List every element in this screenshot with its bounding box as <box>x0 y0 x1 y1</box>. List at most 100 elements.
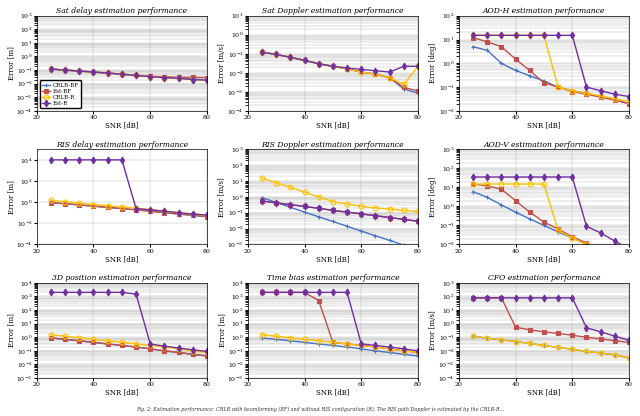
Line: CRLB-R: CRLB-R <box>470 334 632 360</box>
Est-R <box>554 33 562 38</box>
Est-BF <box>343 67 351 72</box>
Est-R <box>526 174 534 179</box>
CRLB-R <box>386 75 394 80</box>
Est-R <box>161 344 168 349</box>
Est-BF <box>372 72 380 77</box>
CRLB-BF <box>272 200 280 205</box>
CRLB-R <box>554 84 562 89</box>
CRLB-BF <box>469 189 477 194</box>
Est-BF <box>132 344 140 349</box>
CRLB-R <box>568 235 576 240</box>
CRLB-BF <box>611 252 619 257</box>
CRLB-R <box>287 335 294 340</box>
CRLB-R <box>90 202 97 207</box>
Line: CRLB-BF: CRLB-BF <box>49 335 209 359</box>
CRLB-BF <box>329 343 337 348</box>
CRLB-BF <box>414 91 422 96</box>
Line: CRLB-BF: CRLB-BF <box>49 67 209 82</box>
CRLB-BF <box>400 87 408 92</box>
CRLB-R <box>329 340 337 345</box>
Est-BF <box>329 340 337 345</box>
CRLB-BF <box>582 91 590 96</box>
Est-R <box>175 210 182 215</box>
Est-R <box>414 64 422 69</box>
CRLB-BF <box>414 354 422 359</box>
Est-BF <box>372 344 380 349</box>
CRLB-R <box>414 64 422 69</box>
Est-R <box>90 157 97 162</box>
Est-R <box>400 64 408 69</box>
Est-BF <box>104 205 111 210</box>
Est-BF <box>90 69 97 74</box>
Est-BF <box>189 213 196 218</box>
Line: CRLB-R: CRLB-R <box>49 198 209 218</box>
CRLB-R <box>386 347 394 352</box>
CRLB-BF <box>301 58 308 63</box>
CRLB-R <box>132 206 140 211</box>
Est-BF <box>414 89 422 94</box>
CRLB-R <box>469 334 477 339</box>
Line: CRLB-R: CRLB-R <box>259 176 420 214</box>
CRLB-R <box>203 213 211 218</box>
CRLB-R <box>329 64 337 69</box>
Est-BF <box>175 350 182 355</box>
CRLB-R <box>414 209 422 214</box>
Est-R <box>132 206 140 211</box>
CRLB-R <box>147 74 154 79</box>
CRLB-R <box>597 94 605 99</box>
CRLB-R <box>132 342 140 347</box>
Line: Est-R: Est-R <box>259 290 420 353</box>
CRLB-R <box>497 337 505 342</box>
CRLB-R <box>512 181 520 186</box>
CRLB-R <box>372 206 380 210</box>
Est-BF <box>272 52 280 57</box>
CRLB-BF <box>512 68 520 73</box>
CRLB-BF <box>568 235 576 240</box>
CRLB-R <box>104 71 111 76</box>
CRLB-R <box>582 242 590 247</box>
Est-BF <box>357 69 365 74</box>
Est-BF <box>526 327 534 332</box>
CRLB-BF <box>175 350 182 355</box>
CRLB-BF <box>526 73 534 78</box>
Est-BF <box>315 206 323 211</box>
Est-BF <box>175 75 182 80</box>
CRLB-R <box>597 248 605 253</box>
CRLB-R <box>287 185 294 190</box>
X-axis label: SNR [dB]: SNR [dB] <box>105 389 139 396</box>
Est-BF <box>526 68 534 73</box>
Est-R <box>258 290 266 295</box>
Est-R <box>301 204 308 209</box>
Est-R <box>568 295 576 300</box>
CRLB-R <box>90 337 97 342</box>
Est-R <box>372 343 380 348</box>
CRLB-R <box>61 334 69 339</box>
Est-BF <box>147 209 154 214</box>
CRLB-BF <box>329 64 337 69</box>
CRLB-R <box>189 77 196 82</box>
CRLB-R <box>526 33 534 38</box>
CRLB-BF <box>189 352 196 357</box>
Est-R <box>597 329 605 334</box>
CRLB-R <box>118 205 125 210</box>
Est-R <box>469 33 477 38</box>
Est-R <box>512 33 520 38</box>
X-axis label: SNR [dB]: SNR [dB] <box>105 255 139 263</box>
CRLB-BF <box>526 216 534 221</box>
CRLB-BF <box>526 341 534 346</box>
Est-R <box>343 65 351 70</box>
CRLB-R <box>372 72 380 77</box>
CRLB-BF <box>104 342 111 347</box>
Est-BF <box>161 210 168 215</box>
CRLB-R <box>469 181 477 186</box>
Line: CRLB-R: CRLB-R <box>49 332 209 355</box>
CRLB-BF <box>118 72 125 77</box>
CRLB-R <box>483 181 491 186</box>
Est-BF <box>568 234 576 239</box>
Est-BF <box>554 226 562 231</box>
Est-BF <box>147 74 154 79</box>
CRLB-R <box>357 69 365 74</box>
CRLB-R <box>315 338 323 343</box>
CRLB-BF <box>540 79 548 84</box>
CRLB-BF <box>400 352 408 357</box>
